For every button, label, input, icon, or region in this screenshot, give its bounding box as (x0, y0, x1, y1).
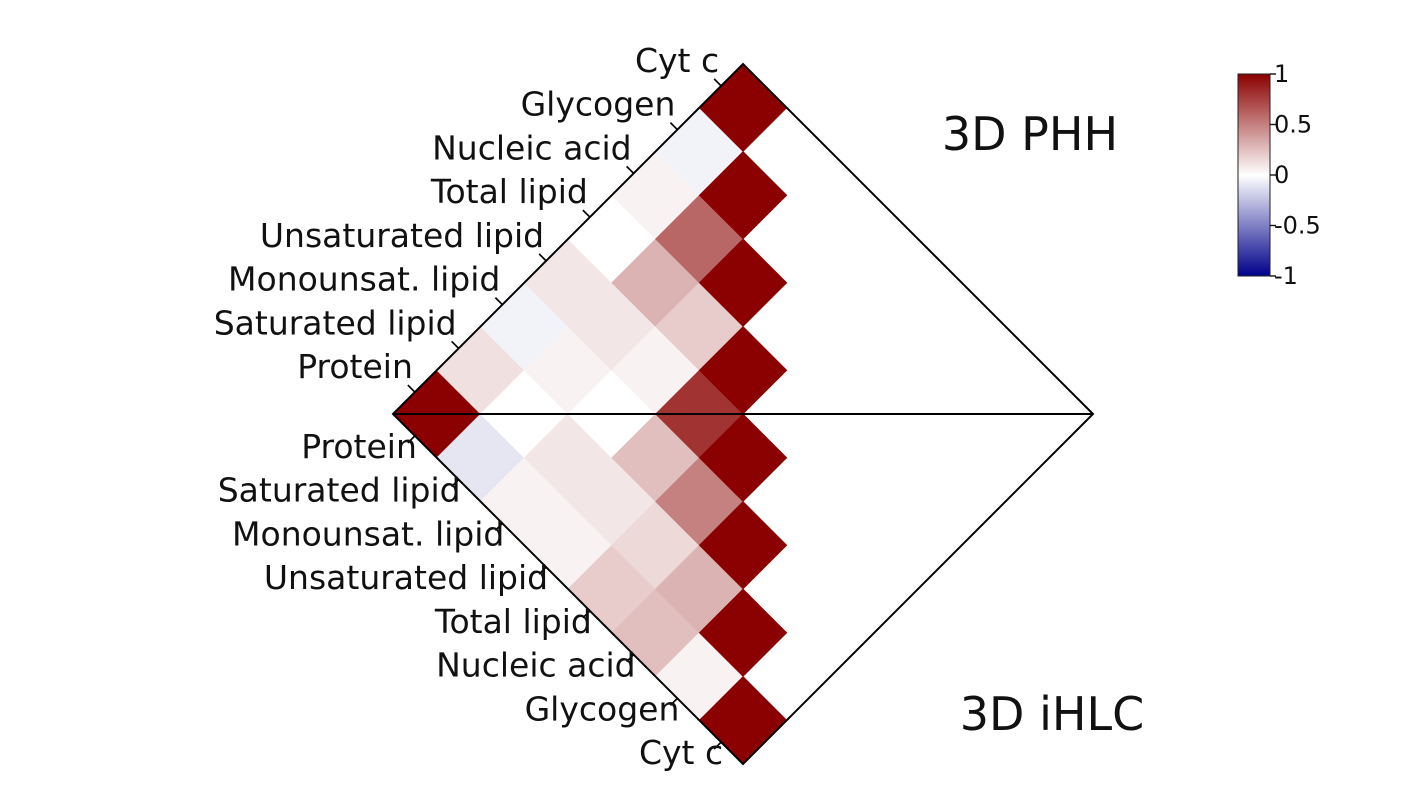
bottom-axis-label: Glycogen (525, 689, 680, 728)
top-axis-label: Total lipid (430, 172, 588, 211)
top-tick (451, 340, 460, 349)
colorbar-gradient (1237, 73, 1271, 277)
bottom-tick (582, 610, 591, 619)
colorbar-tick-label: -0.5 (1274, 212, 1321, 240)
top-tick (407, 384, 416, 393)
top-title: 3D PHH (942, 107, 1118, 161)
bottom-tick (538, 566, 547, 575)
bottom-tick (451, 479, 460, 488)
bottom-axis-labels: Protein Saturated lipid Monounsat. lipid Un… (218, 427, 723, 772)
bottom-axis-label: Protein (301, 427, 417, 466)
top-axis-label: Saturated lipid (214, 303, 457, 342)
colorbar-tick-label: -1 (1274, 262, 1298, 290)
heatmap-cells (392, 63, 788, 765)
bottom-tick (713, 741, 722, 750)
top-tick (713, 78, 722, 87)
colorbar: 1 0.5 0 -0.5 -1 (1237, 60, 1321, 290)
top-tick (494, 297, 503, 306)
top-axis-label: Monounsat. lipid (228, 260, 500, 299)
bottom-axis-label: Unsaturated lipid (264, 558, 548, 597)
diamond-outline (391, 62, 1095, 766)
top-tick (538, 253, 547, 262)
colorbar-tick-label: 1 (1274, 60, 1289, 88)
top-axis-labels: Protein Saturated lipid Monounsat. lipid Un… (214, 41, 722, 393)
top-axis-label: Cyt c (635, 41, 719, 80)
top-tick (669, 122, 678, 131)
bottom-axis-label: Cyt c (639, 733, 723, 772)
bottom-tick (494, 522, 503, 531)
bottom-tick (669, 697, 678, 706)
bottom-axis-label: Nucleic acid (436, 646, 636, 685)
bottom-axis-label: Saturated lipid (218, 471, 461, 510)
bottom-tick (626, 654, 635, 663)
bottom-tick (407, 435, 416, 444)
bottom-axis-label: Monounsat. lipid (232, 514, 504, 553)
bottom-title: 3D iHLC (960, 687, 1144, 741)
top-tick (626, 165, 635, 174)
colorbar-tick-label: 0 (1274, 161, 1289, 189)
top-tick (582, 209, 591, 218)
bottom-axis-label: Total lipid (434, 602, 592, 641)
top-axis-label: Nucleic acid (432, 128, 632, 167)
top-axis-label: Glycogen (521, 85, 676, 124)
colorbar-ticks: 1 0.5 0 -0.5 -1 (1270, 60, 1321, 290)
top-axis-label: Protein (297, 347, 413, 386)
colorbar-tick-label: 0.5 (1274, 111, 1312, 139)
top-axis-label: Unsaturated lipid (260, 216, 544, 255)
